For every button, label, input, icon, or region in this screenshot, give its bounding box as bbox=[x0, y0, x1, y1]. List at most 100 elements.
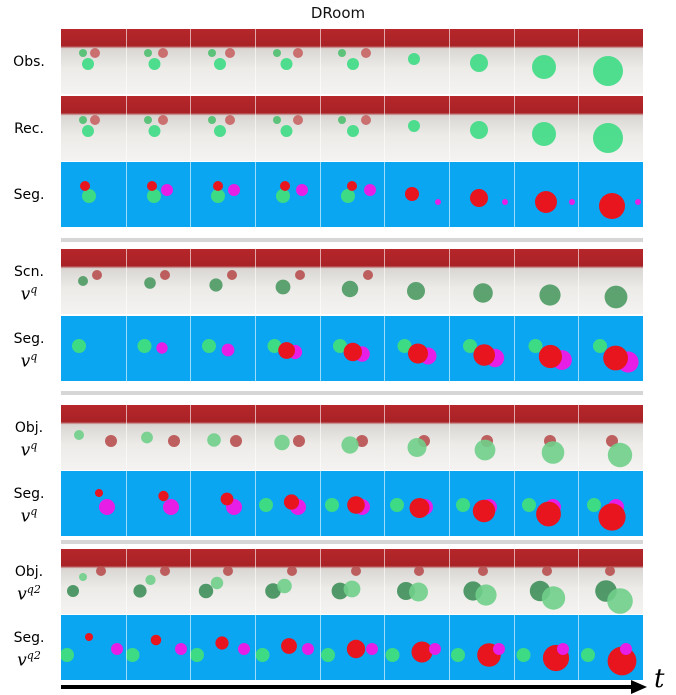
scene-object bbox=[79, 573, 87, 581]
row-label-symbol-base: v bbox=[20, 351, 31, 372]
scene-object bbox=[408, 343, 429, 364]
frame-seg3-6 bbox=[384, 471, 450, 536]
row-label-obs: Obs. bbox=[0, 53, 58, 71]
frame-objects bbox=[593, 123, 624, 153]
frame-seg3-2 bbox=[125, 471, 191, 536]
scene-object bbox=[79, 116, 87, 124]
frame-obj2-2 bbox=[125, 549, 191, 614]
scene-object bbox=[143, 49, 152, 57]
frame-objects bbox=[79, 48, 100, 70]
scene-object bbox=[541, 441, 564, 464]
time-axis-label: t bbox=[654, 664, 665, 694]
frame-strip-seg3 bbox=[61, 471, 643, 536]
frame-obj-2 bbox=[125, 405, 191, 470]
frame-scn-6 bbox=[384, 249, 450, 314]
frame-scn-9 bbox=[578, 249, 643, 314]
row-label-obj: Obj. vq bbox=[0, 419, 58, 460]
frame-obs-2 bbox=[125, 29, 191, 94]
frame-obj-6 bbox=[384, 405, 450, 470]
scene-object bbox=[287, 566, 297, 576]
row-label-seg2: Seg. vq bbox=[0, 330, 58, 371]
frame-obj2-3 bbox=[190, 549, 256, 614]
row-label-symbol-base: v bbox=[20, 284, 31, 305]
scene-object bbox=[209, 278, 223, 292]
scene-object bbox=[397, 339, 412, 353]
frame-objects bbox=[397, 566, 429, 602]
row-label-symbol: vq2 bbox=[0, 647, 58, 670]
scene-object bbox=[302, 643, 314, 655]
scene-object bbox=[295, 270, 305, 280]
scene-object bbox=[541, 586, 565, 610]
frame-objects bbox=[451, 643, 505, 667]
scene-object bbox=[346, 639, 365, 659]
frame-seg4-9 bbox=[578, 615, 643, 680]
frame-objects bbox=[265, 566, 297, 599]
row-label-symbol: vq2 bbox=[0, 581, 58, 604]
scene-object bbox=[346, 496, 365, 514]
scene-object bbox=[137, 339, 152, 353]
frame-seg2-7 bbox=[449, 316, 514, 381]
scene-object bbox=[470, 121, 488, 139]
scene-object bbox=[604, 285, 628, 309]
scene-object bbox=[228, 184, 241, 196]
frame-seg1-3 bbox=[190, 162, 256, 227]
row-label-symbol-sup: q bbox=[30, 350, 38, 363]
frame-objects bbox=[341, 270, 373, 298]
scene-object bbox=[95, 489, 103, 497]
frame-obs-3 bbox=[190, 29, 256, 94]
scene-object bbox=[405, 187, 420, 201]
scene-object bbox=[293, 435, 305, 447]
frame-scn-7 bbox=[449, 249, 514, 314]
frame-objects bbox=[208, 115, 236, 137]
frame-rec-9 bbox=[578, 96, 643, 161]
frame-objects bbox=[408, 120, 421, 132]
frame-obj-8 bbox=[513, 405, 579, 470]
scene-object bbox=[167, 435, 180, 447]
scene-object bbox=[259, 498, 273, 512]
scene-object bbox=[280, 58, 293, 70]
frame-rec-1 bbox=[61, 96, 126, 161]
frame-strip-seg4 bbox=[61, 615, 643, 680]
scene-object bbox=[408, 53, 421, 65]
frame-obs-6 bbox=[384, 29, 450, 94]
scene-object bbox=[221, 343, 235, 357]
scene-object bbox=[587, 498, 602, 512]
frame-seg3-5 bbox=[319, 471, 385, 536]
scene-object bbox=[568, 199, 575, 205]
frame-scn-1 bbox=[61, 249, 126, 314]
frame-objects bbox=[534, 191, 575, 213]
scene-object bbox=[273, 116, 281, 124]
frame-objects bbox=[516, 643, 569, 672]
frame-objects bbox=[407, 282, 426, 300]
scene-object bbox=[475, 584, 497, 606]
frame-objects bbox=[341, 435, 368, 454]
frame-obs-7 bbox=[449, 29, 514, 94]
frame-objects bbox=[463, 339, 505, 368]
frame-obs-5 bbox=[319, 29, 385, 94]
frame-seg4-5 bbox=[319, 615, 385, 680]
frame-obj2-6 bbox=[384, 549, 450, 614]
frame-scn-2 bbox=[125, 249, 191, 314]
frame-obs-9 bbox=[578, 29, 643, 94]
frame-obj2-4 bbox=[255, 549, 320, 614]
frame-objects bbox=[606, 435, 633, 468]
scene-object bbox=[390, 498, 405, 512]
row-label-seg1: Seg. bbox=[0, 186, 58, 204]
scene-object bbox=[411, 641, 433, 663]
scene-object bbox=[296, 184, 308, 196]
frame-objects bbox=[125, 634, 187, 662]
row-label-symbol-base: v bbox=[17, 584, 27, 605]
section-divider-1 bbox=[61, 238, 643, 242]
scene-object bbox=[350, 566, 361, 576]
scene-object bbox=[159, 270, 170, 280]
frame-objects bbox=[470, 54, 488, 72]
scene-object bbox=[90, 115, 100, 125]
frame-strip-obj bbox=[61, 405, 643, 470]
frame-strip-rec bbox=[61, 96, 643, 161]
frame-rec-2 bbox=[125, 96, 191, 161]
scene-object bbox=[456, 498, 470, 512]
frame-scn-8 bbox=[513, 249, 579, 314]
frame-objects bbox=[78, 270, 102, 286]
scene-object bbox=[208, 116, 217, 124]
scene-object bbox=[255, 648, 270, 662]
